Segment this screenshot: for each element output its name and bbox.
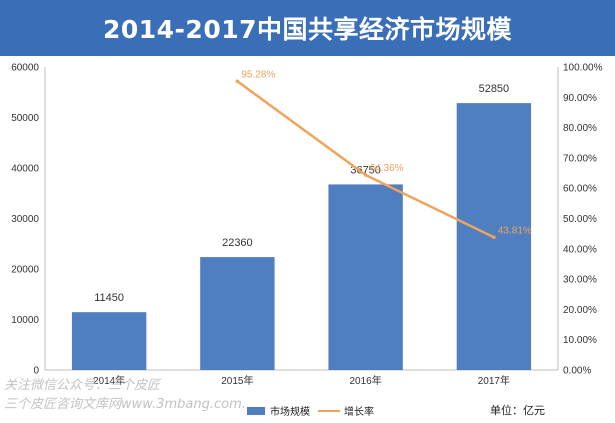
bar [71, 312, 147, 370]
title-bar: 2014-2017中国共享经济市场规模 [0, 0, 615, 56]
bar-series: 11450 22360 36750 52850 [71, 83, 532, 371]
y-right-tick-label: 10.00% [563, 335, 597, 346]
chart-title: 2014-2017中国共享经济市场规模 [102, 15, 513, 44]
legend-bar-swatch [247, 407, 265, 415]
bar-value-label: 36750 [350, 164, 381, 176]
y-right-tick-label: 70.00% [563, 153, 597, 164]
growth-point [492, 235, 496, 240]
y-right-tick-label: 90.00% [563, 93, 597, 104]
y-right-tick-label: 40.00% [563, 244, 597, 255]
bar [328, 184, 403, 370]
y-right-tick-label: 0.00% [563, 366, 591, 377]
y-left-tick-label: 30000 [11, 214, 39, 225]
y-left-tick-label: 10000 [11, 315, 39, 326]
growth-value-label: 43.81% [498, 225, 532, 236]
bar-value-label: 52850 [479, 83, 510, 95]
growth-value-label: 64.36% [370, 163, 404, 174]
x-tick-label: 2016年 [350, 374, 382, 387]
y-right-tick-label: 30.00% [563, 275, 597, 286]
x-tick-label: 2015年 [221, 374, 253, 387]
y-left-tick-label: 60000 [11, 63, 39, 74]
y-left-tick-label: 40000 [11, 164, 39, 175]
unit-note: 单位：亿元 [490, 404, 545, 417]
growth-point [235, 79, 240, 84]
watermark-line-2: 三个皮匠咨询文库网www.3mbang.com. [4, 397, 246, 412]
line-series: 95.28% 64.36% 43.81% [235, 69, 532, 240]
y-left-tick-label: 20000 [11, 265, 39, 276]
growth-value-label: 95.28% [241, 69, 275, 80]
growth-point [363, 173, 368, 177]
y-right-tick-label: 80.00% [563, 123, 597, 134]
legend-bar-label: 市场规模 [270, 405, 310, 418]
bar [200, 257, 275, 370]
y-right-tick-label: 20.00% [563, 305, 597, 316]
y-right-tick-label: 100.00% [563, 63, 603, 74]
y-left-tick-label: 50000 [11, 113, 39, 124]
bar-value-label: 22360 [222, 237, 253, 249]
y-left-tick-label: 0 [33, 366, 39, 377]
x-tick-label: 2014年 [93, 374, 125, 387]
y-right-tick-label: 50.00% [563, 214, 597, 225]
y-right-tick-label: 60.00% [563, 184, 597, 195]
bar-value-label: 11450 [94, 292, 124, 304]
watermark-line-1: 关注微信公众号：三个皮匠 [4, 378, 161, 393]
x-tick-label: 2017年 [478, 374, 510, 387]
legend: 市场规模 增长率 [247, 405, 374, 418]
axes: 0 10000 20000 30000 40000 50000 60000 0.00% 10.0… [11, 63, 602, 388]
legend-line-label: 增长率 [344, 405, 374, 418]
